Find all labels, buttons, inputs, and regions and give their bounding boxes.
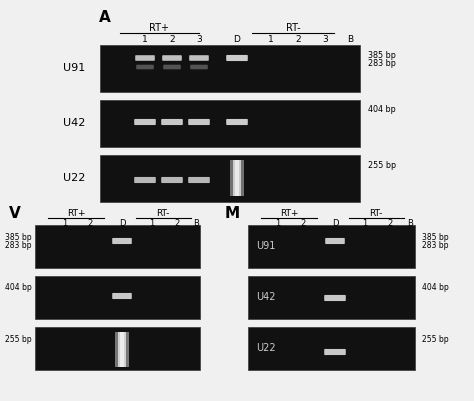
Text: 2: 2 [301, 219, 306, 229]
Text: 2: 2 [387, 219, 392, 229]
Text: 385 bp: 385 bp [368, 51, 396, 59]
Text: 1: 1 [63, 219, 68, 229]
FancyBboxPatch shape [112, 293, 132, 299]
Text: 3: 3 [322, 36, 328, 45]
Text: U42: U42 [256, 292, 276, 302]
Text: 1: 1 [268, 36, 274, 45]
Text: 1: 1 [363, 219, 368, 229]
FancyBboxPatch shape [324, 349, 346, 355]
FancyBboxPatch shape [162, 55, 182, 61]
Text: A: A [99, 10, 111, 26]
Text: 255 bp: 255 bp [5, 334, 32, 344]
FancyBboxPatch shape [324, 295, 346, 301]
Text: RT-: RT- [369, 209, 383, 217]
Text: B: B [347, 36, 353, 45]
Bar [100, 100, 360, 147]
Text: 385 bp: 385 bp [422, 233, 448, 241]
Bar [120, 332, 124, 367]
Text: 255 bp: 255 bp [368, 160, 396, 170]
Text: 283 bp: 283 bp [6, 241, 32, 251]
Text: RT+: RT+ [67, 209, 85, 217]
Bar [235, 160, 239, 196]
FancyBboxPatch shape [161, 177, 183, 183]
Bar [115, 332, 129, 367]
Bar [35, 276, 200, 319]
Text: V: V [9, 205, 21, 221]
Text: 2: 2 [295, 36, 301, 45]
FancyBboxPatch shape [135, 55, 155, 61]
Text: 283 bp: 283 bp [368, 59, 396, 67]
FancyBboxPatch shape [163, 65, 181, 69]
Text: 1: 1 [275, 219, 281, 229]
Bar [35, 327, 200, 370]
Text: 385 bp: 385 bp [5, 233, 32, 241]
FancyBboxPatch shape [134, 119, 156, 125]
FancyBboxPatch shape [325, 238, 345, 244]
FancyBboxPatch shape [189, 55, 209, 61]
FancyBboxPatch shape [226, 119, 248, 125]
Text: 1: 1 [142, 36, 148, 45]
Text: U91: U91 [256, 241, 276, 251]
Text: 404 bp: 404 bp [368, 105, 396, 115]
Bar [233, 160, 241, 196]
FancyBboxPatch shape [226, 55, 248, 61]
Text: U22: U22 [63, 173, 85, 183]
Bar [230, 160, 244, 196]
Text: D: D [119, 219, 125, 229]
Text: 283 bp: 283 bp [422, 241, 448, 251]
Bar [100, 155, 360, 202]
Text: D: D [234, 36, 240, 45]
Text: U91: U91 [63, 63, 85, 73]
Text: RT+: RT+ [280, 209, 298, 217]
Text: 255 bp: 255 bp [422, 334, 448, 344]
Bar [248, 327, 415, 370]
Bar [248, 276, 415, 319]
Text: B: B [407, 219, 413, 229]
FancyBboxPatch shape [188, 119, 210, 125]
Text: U42: U42 [63, 118, 85, 128]
Bar [35, 225, 200, 268]
Text: 3: 3 [196, 36, 202, 45]
Bar [118, 332, 126, 367]
FancyBboxPatch shape [112, 238, 132, 244]
Text: B: B [193, 219, 199, 229]
Text: 2: 2 [169, 36, 175, 45]
FancyBboxPatch shape [161, 119, 183, 125]
Text: 2: 2 [174, 219, 180, 229]
Text: M: M [224, 205, 239, 221]
Text: U22: U22 [256, 343, 276, 353]
Text: RT-: RT- [156, 209, 170, 217]
Text: RT-: RT- [286, 23, 301, 33]
Text: D: D [332, 219, 338, 229]
FancyBboxPatch shape [188, 177, 210, 183]
FancyBboxPatch shape [136, 65, 154, 69]
Bar [100, 45, 360, 92]
Bar [248, 225, 415, 268]
Text: RT+: RT+ [149, 23, 169, 33]
FancyBboxPatch shape [134, 177, 156, 183]
Text: 1: 1 [149, 219, 155, 229]
Text: 404 bp: 404 bp [422, 284, 449, 292]
FancyBboxPatch shape [190, 65, 208, 69]
Text: 2: 2 [87, 219, 92, 229]
Text: 404 bp: 404 bp [5, 284, 32, 292]
